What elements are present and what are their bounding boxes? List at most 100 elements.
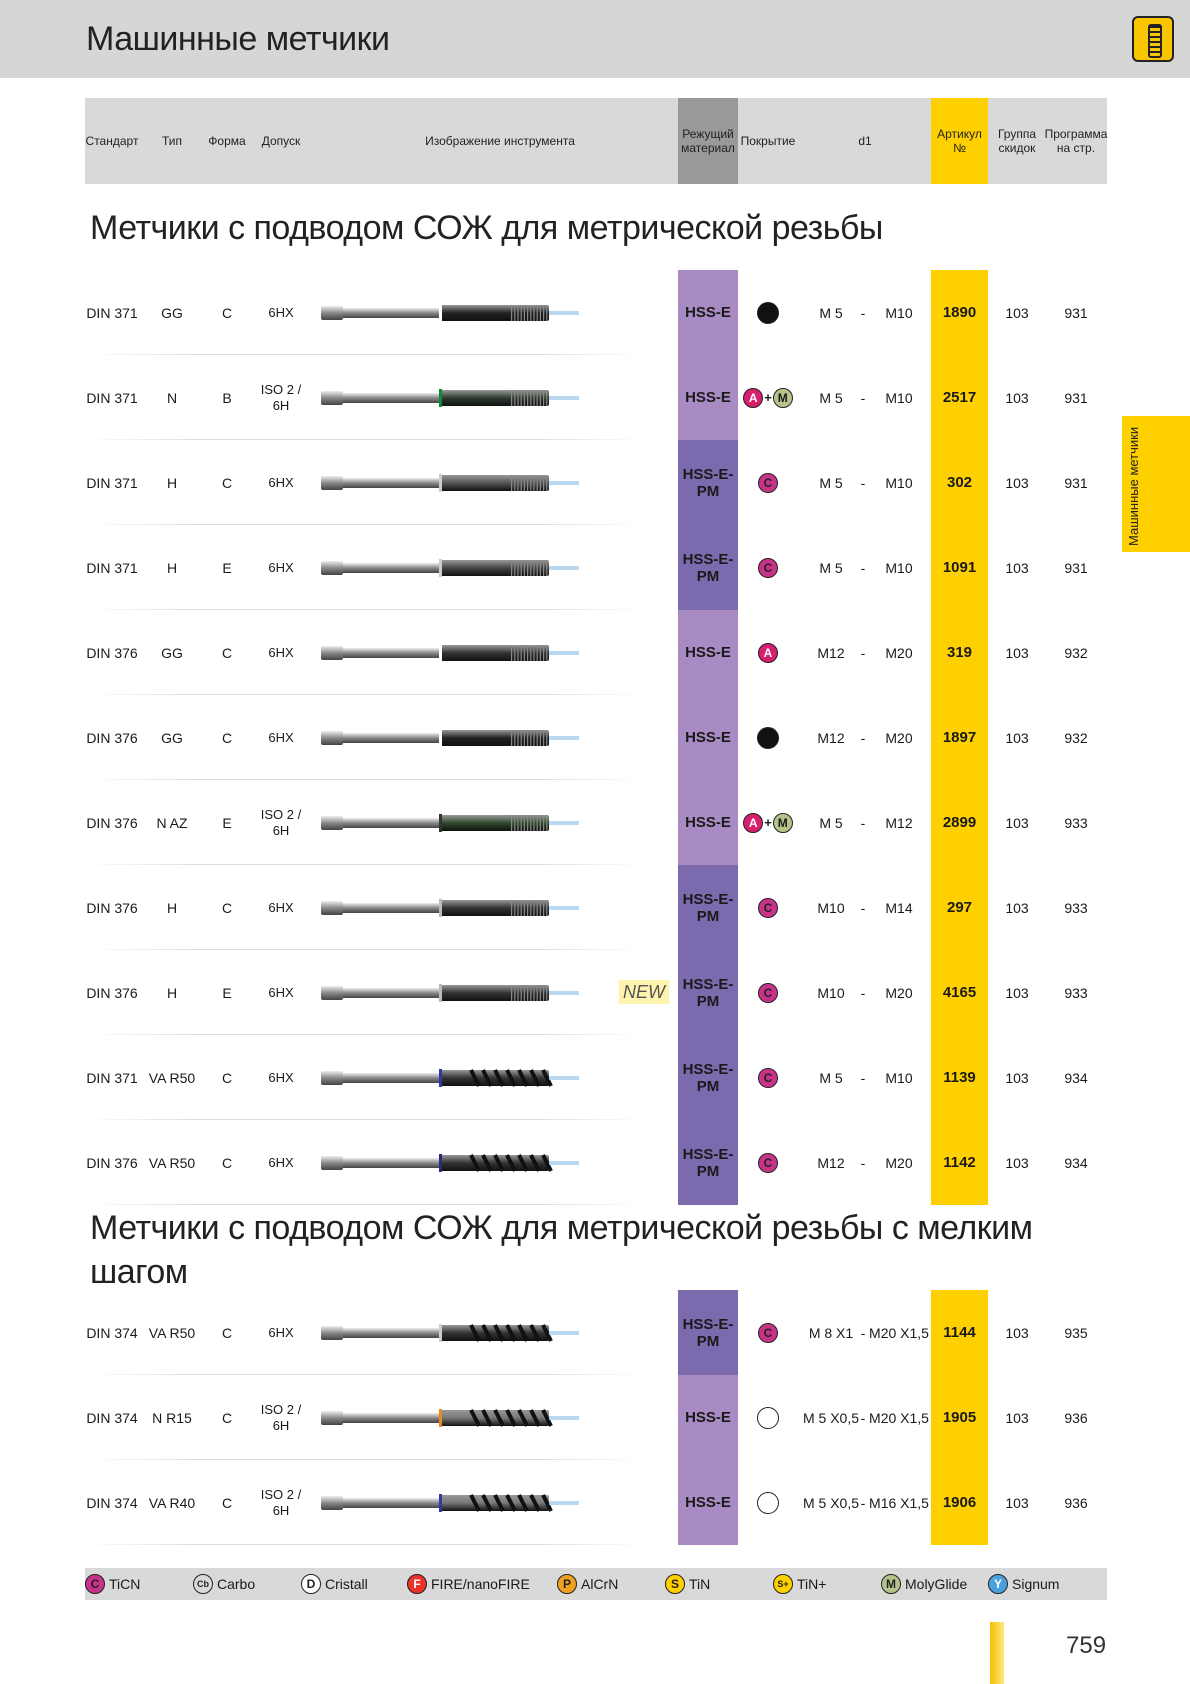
- table-row[interactable]: DIN 374 VA R40 C ISO 2 /6H HSS-E M 5 X0,…: [85, 1460, 1107, 1545]
- cell-article[interactable]: 1144: [931, 1290, 988, 1375]
- table-row[interactable]: DIN 374 N R15 C ISO 2 /6H HSS-E M 5 X0,5…: [85, 1375, 1107, 1460]
- side-tab[interactable]: Машинные метчики: [1122, 416, 1190, 552]
- coating-empty-dot: [757, 1406, 779, 1429]
- table-row[interactable]: DIN 371 N B ISO 2 /6H HSS-E A + M M 5 - M1…: [85, 355, 1107, 440]
- cell-article[interactable]: 4165: [931, 950, 988, 1035]
- table-row[interactable]: DIN 376 GG C 6HX HSS-E A M12 - M20 319 1…: [85, 610, 1107, 695]
- cell-type: VA R40: [148, 1494, 196, 1511]
- row-divider: [85, 524, 645, 525]
- col-discount: Группа скидок: [997, 127, 1037, 155]
- cell-material: HSS-E: [678, 355, 738, 440]
- table-row[interactable]: DIN 371 GG C 6HX HSS-E M 5 - M10 1890 10…: [85, 270, 1107, 355]
- table-row[interactable]: DIN 376 N AZ E ISO 2 /6H HSS-E A + M M 5 -…: [85, 780, 1107, 865]
- cell-form: C: [221, 474, 233, 491]
- side-tab-label: Машинные метчики: [1126, 426, 1141, 546]
- cell-program-page[interactable]: 936: [1064, 1494, 1088, 1511]
- legend-item: S+ TiN+: [773, 1573, 826, 1595]
- cell-type: GG: [161, 644, 183, 661]
- coating-a-badge: A: [758, 642, 778, 663]
- cell-form: C: [221, 1494, 233, 1511]
- cell-d1-to: M20: [885, 644, 913, 661]
- cell-article[interactable]: 1142: [931, 1120, 988, 1205]
- cell-article[interactable]: 2517: [931, 355, 988, 440]
- legend-badge: Y: [988, 1574, 1008, 1594]
- cell-d1-to: M14: [885, 899, 913, 916]
- cell-coating: C: [738, 865, 798, 950]
- cell-program-page[interactable]: 931: [1064, 559, 1088, 576]
- cell-article[interactable]: 1897: [931, 695, 988, 780]
- cell-program-page[interactable]: 934: [1064, 1154, 1088, 1171]
- cell-form: C: [221, 729, 233, 746]
- cell-program-page[interactable]: 933: [1064, 899, 1088, 916]
- cell-discount: 103: [1005, 814, 1029, 831]
- cell-d1-from: M10: [817, 984, 845, 1001]
- cell-program-page[interactable]: 932: [1064, 644, 1088, 661]
- cell-material: HSS-E- PM: [678, 440, 738, 525]
- legend-item: D Cristall: [301, 1573, 368, 1595]
- section-title: Метчики с подводом СОЖ для метрической р…: [90, 1209, 1033, 1291]
- cell-form: E: [222, 984, 232, 1001]
- cell-program-page[interactable]: 936: [1064, 1409, 1088, 1426]
- col-type: Тип: [161, 134, 182, 148]
- cell-article[interactable]: 297: [931, 865, 988, 950]
- cell-program-page[interactable]: 931: [1064, 304, 1088, 321]
- row-divider: [85, 354, 645, 355]
- cell-material: HSS-E: [678, 1375, 738, 1460]
- cell-program-page[interactable]: 933: [1064, 814, 1088, 831]
- cell-d1-to: M20: [885, 1154, 913, 1171]
- cell-tolerance: 6HX: [268, 1324, 294, 1340]
- cell-d1-to: M10: [885, 304, 913, 321]
- cell-article[interactable]: 2899: [931, 780, 988, 865]
- table-row[interactable]: DIN 376 VA R50 C 6HX HSS-E- PM C M12 - M2…: [85, 1120, 1107, 1205]
- coating-c-badge: C: [758, 1067, 778, 1088]
- cell-discount: 103: [1005, 1154, 1029, 1171]
- cell-standard: DIN 371: [86, 474, 138, 491]
- cell-d1-to: M10: [885, 1069, 913, 1086]
- cell-article[interactable]: 1890: [931, 270, 988, 355]
- tap-tool-image: [321, 1322, 681, 1349]
- col-form: Форма: [208, 134, 246, 148]
- cell-program-page[interactable]: 933: [1064, 984, 1088, 1001]
- cell-article[interactable]: 1905: [931, 1375, 988, 1460]
- coating-c-badge: C: [758, 897, 778, 918]
- cell-coating: C: [738, 1035, 798, 1120]
- page-number: 759: [1066, 1632, 1107, 1659]
- cell-discount: 103: [1005, 1494, 1029, 1511]
- cell-program-page[interactable]: 932: [1064, 729, 1088, 746]
- column-header: Стандарт Тип Форма Допуск Изображение ин…: [85, 98, 1107, 184]
- cell-standard: DIN 376: [86, 984, 138, 1001]
- cell-program-page[interactable]: 934: [1064, 1069, 1088, 1086]
- cell-material: HSS-E- PM: [678, 1120, 738, 1205]
- cell-article[interactable]: 319: [931, 610, 988, 695]
- cell-material: HSS-E: [678, 270, 738, 355]
- row-divider: [85, 1119, 645, 1120]
- cell-form: E: [222, 559, 232, 576]
- cell-standard: DIN 376: [86, 1154, 138, 1171]
- table-row[interactable]: DIN 376 H E 6HX NEW HSS-E- PM C M10 - M20…: [85, 950, 1107, 1035]
- table-row[interactable]: DIN 371 H E 6HX HSS-E- PM C M 5 - M10 109…: [85, 525, 1107, 610]
- cell-program-page[interactable]: 931: [1064, 389, 1088, 406]
- row-divider: [85, 1204, 645, 1205]
- cell-d1-dash: -: [860, 1494, 866, 1511]
- cell-material: HSS-E: [678, 695, 738, 780]
- cell-article[interactable]: 1139: [931, 1035, 988, 1120]
- cell-d1-to: M20: [885, 984, 913, 1001]
- cell-article[interactable]: 1091: [931, 525, 988, 610]
- table-row[interactable]: DIN 371 H C 6HX HSS-E- PM C M 5 - M10 302…: [85, 440, 1107, 525]
- legend-item: P AlCrN: [557, 1573, 618, 1595]
- table-row[interactable]: DIN 376 H C 6HX HSS-E- PM C M10 - M14 297…: [85, 865, 1107, 950]
- legend-badge: M: [881, 1574, 901, 1594]
- cell-program-page[interactable]: 931: [1064, 474, 1088, 491]
- cell-material: HSS-E- PM: [678, 1035, 738, 1120]
- table-row[interactable]: DIN 371 VA R50 C 6HX HSS-E- PM C M 5 - M1…: [85, 1035, 1107, 1120]
- cell-article[interactable]: 1906: [931, 1460, 988, 1545]
- coating-c-badge: C: [758, 472, 778, 493]
- cell-article[interactable]: 302: [931, 440, 988, 525]
- table-row[interactable]: DIN 374 VA R50 C 6HX HSS-E- PM C M 8 X1 -…: [85, 1290, 1107, 1375]
- cell-program-page[interactable]: 935: [1064, 1324, 1088, 1341]
- tap-tool-image: [321, 302, 681, 329]
- cell-material: HSS-E: [678, 610, 738, 695]
- table-row[interactable]: DIN 376 GG C 6HX HSS-E M12 - M20 1897 10…: [85, 695, 1107, 780]
- coating-a-badge: A: [743, 812, 764, 833]
- cell-coating: [738, 695, 798, 780]
